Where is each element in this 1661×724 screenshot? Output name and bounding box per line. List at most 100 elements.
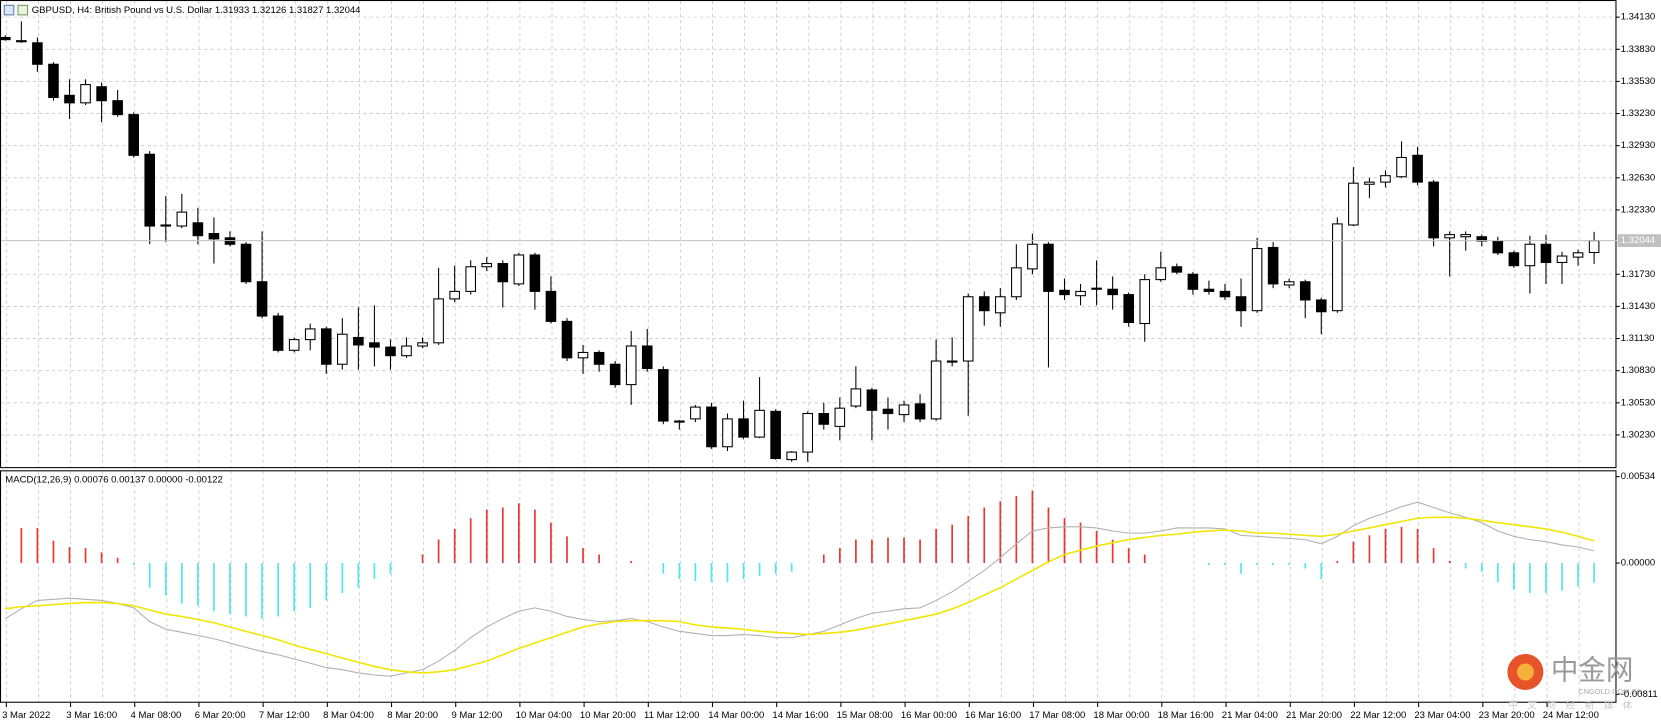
candle-body (754, 409, 765, 438)
candle-body (288, 339, 300, 351)
x-tick-label: 18 Mar 16:00 (1158, 710, 1214, 721)
candle-body (818, 412, 830, 425)
candle-body (272, 315, 284, 351)
candle-body (641, 345, 653, 370)
candle-body (481, 263, 493, 268)
candle-body (914, 403, 926, 420)
y-tick-label: 1.32630 (1621, 172, 1655, 183)
candle-body (48, 63, 59, 99)
candle-body (561, 320, 573, 359)
candle-body (1267, 246, 1279, 285)
candle-body (1171, 266, 1183, 273)
watermark-logo-inner (1516, 663, 1534, 681)
candle-body (786, 451, 797, 461)
candle-body (304, 328, 316, 341)
chart-icon[interactable] (17, 4, 29, 16)
chart-title: GBPUSD, H4: British Pound vs U.S. Dollar… (32, 5, 361, 16)
indicator-line (5, 516, 1595, 674)
candle-body (1315, 299, 1327, 313)
x-tick-label: 10 Mar 20:00 (580, 710, 636, 721)
candle-body (96, 86, 107, 102)
candle-body (1107, 288, 1118, 296)
candle-body (144, 153, 156, 227)
x-tick-label: 10 Mar 04:00 (516, 710, 572, 721)
x-tick-label: 16 Mar 00:00 (901, 710, 957, 721)
x-tick-label: 3 Mar 16:00 (66, 710, 117, 721)
candle-body (1235, 296, 1247, 312)
candle-body (882, 408, 894, 415)
candle-body (433, 298, 444, 344)
y-tick-label: 0.00534 (1621, 471, 1656, 482)
x-tick-label: 8 Mar 04:00 (323, 710, 374, 721)
candle-body (593, 351, 605, 365)
candle-body (337, 333, 348, 365)
candle-body (1203, 288, 1215, 292)
candle-body (401, 345, 412, 357)
x-tick-label: 15 Mar 08:00 (837, 710, 893, 721)
candle-body (1299, 281, 1311, 301)
candle-body (369, 342, 380, 348)
x-tick-label: 21 Mar 20:00 (1286, 710, 1342, 721)
main-panel-border (0, 0, 1617, 469)
candle-body (128, 114, 139, 156)
candle-body (1011, 267, 1022, 298)
candle-body (1556, 255, 1568, 263)
x-tick-label: 14 Mar 16:00 (772, 710, 828, 721)
candle-body (1139, 279, 1151, 325)
x-tick-label: 9 Mar 12:00 (451, 710, 502, 721)
candle-body (1396, 156, 1407, 178)
candle-body (866, 389, 878, 411)
candle-body (625, 345, 637, 386)
candle-body (962, 296, 974, 362)
candle-body (240, 243, 252, 283)
y-tick-label: 1.33530 (1621, 76, 1655, 87)
watermark-brand: 中金网 (1551, 654, 1634, 685)
y-tick-label: 1.30230 (1621, 429, 1655, 440)
x-tick-label: 24 Mar 12:00 (1543, 710, 1599, 721)
x-tick-label: 14 Mar 00:00 (708, 710, 764, 721)
candle-body (465, 266, 477, 292)
x-tick-label: 6 Mar 20:00 (195, 710, 246, 721)
candle-body (1492, 240, 1504, 254)
x-tick-label: 18 Mar 00:00 (1093, 710, 1149, 721)
watermark-tagline: 中文财经新媒体 (1508, 699, 1641, 711)
candle-body (1251, 248, 1263, 312)
x-tick-label: 21 Mar 04:00 (1222, 710, 1278, 721)
candle-body (1219, 290, 1231, 298)
macd-panel-border (0, 470, 1617, 703)
candle-body (1460, 234, 1472, 238)
x-tick-label: 7 Mar 12:00 (259, 710, 310, 721)
candle-body (112, 100, 123, 116)
candle-body (1540, 243, 1552, 263)
indicator-line (5, 501, 1595, 677)
candle-body (722, 418, 733, 448)
candle-body (1043, 243, 1054, 292)
candle-body (1588, 240, 1600, 254)
current-price-label: 1.32044 (1621, 235, 1656, 246)
candle-body (385, 346, 396, 357)
candle-body (0, 36, 11, 41)
candle-body (1348, 182, 1359, 226)
y-tick-label: -0.00811 (1621, 689, 1658, 700)
watermark: 中金网 CNGOLD.COM.CN 中文财经新媒体 (1507, 653, 1642, 711)
y-tick-label: 1.30830 (1621, 365, 1655, 376)
x-tick-label: 3 Mar 2022 (2, 710, 50, 721)
candle-body (995, 296, 1006, 314)
candle-body (834, 407, 846, 427)
y-tick-label: 1.33230 (1621, 108, 1655, 119)
candle-body (1524, 243, 1536, 267)
x-tick-label: 11 Mar 12:00 (644, 710, 699, 721)
candle-body (802, 412, 814, 453)
candle-body (1059, 289, 1070, 296)
y-tick-label: 1.32330 (1621, 204, 1655, 215)
candle-body (449, 290, 460, 300)
candle-body (930, 360, 942, 420)
menu-icon[interactable] (3, 4, 15, 16)
candle-body (690, 406, 701, 420)
x-tick-label: 17 Mar 08:00 (1029, 710, 1085, 721)
candle-body (1572, 252, 1584, 258)
current-price-box (1617, 234, 1661, 247)
candle-body (192, 222, 204, 237)
